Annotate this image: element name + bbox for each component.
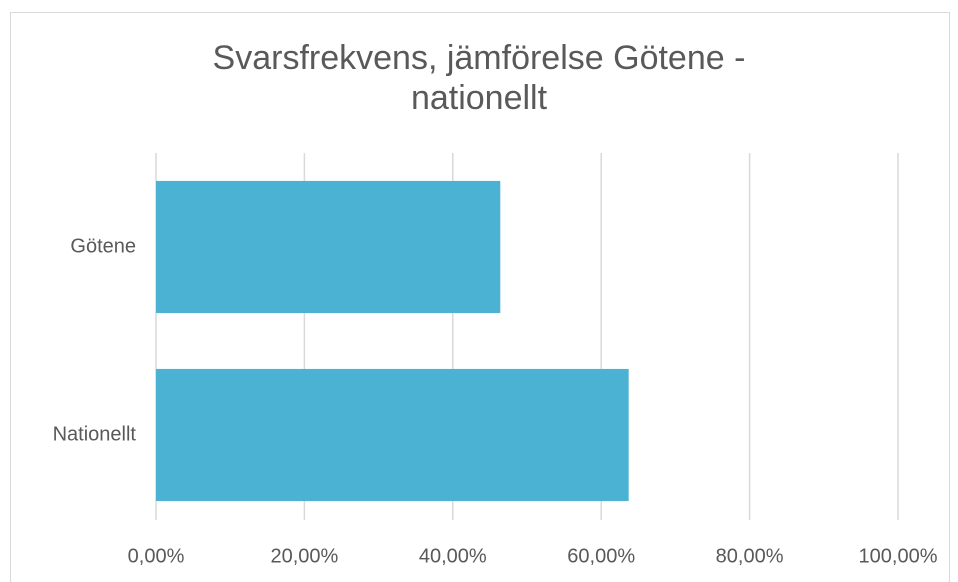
y-tick-label: Nationellt [53, 423, 137, 445]
x-tick-label: 0,00% [128, 545, 185, 567]
y-tick-label: Götene [70, 235, 136, 257]
x-tick-label: 100,00% [859, 545, 938, 567]
x-tick-label: 40,00% [419, 545, 487, 567]
x-tick-label: 20,00% [270, 545, 338, 567]
chart-frame [10, 12, 950, 582]
x-tick-label: 80,00% [716, 545, 784, 567]
bar [156, 180, 501, 314]
chart-title: Svarsfrekvens, jämförelse Götene - natio… [212, 39, 746, 117]
bar [156, 368, 629, 502]
x-tick-label: 60,00% [567, 545, 635, 567]
